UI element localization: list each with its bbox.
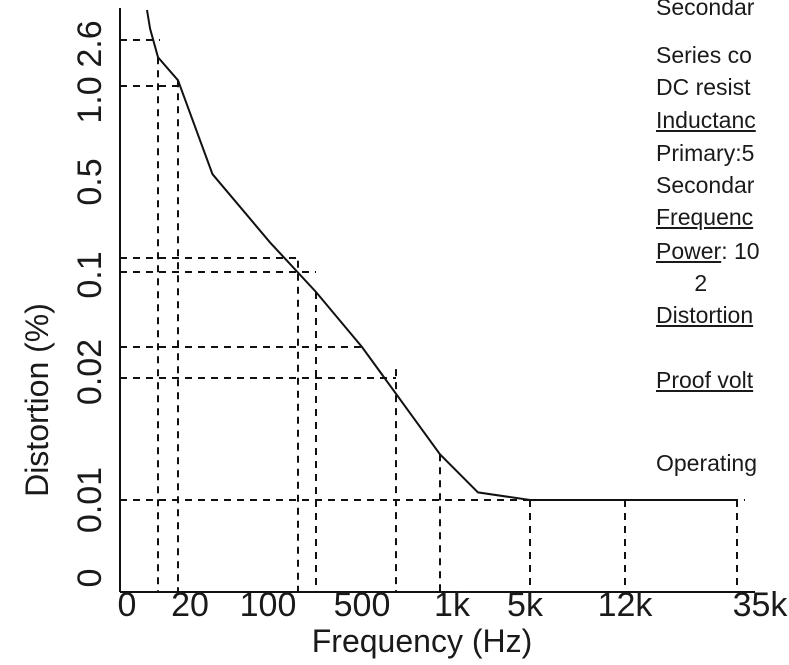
- side-panel-line-text: Operating: [656, 450, 758, 476]
- x-tick-labels: 0 20 100 500 1k 5k 12k 35k: [118, 586, 789, 624]
- x-tick-label: 100: [240, 586, 297, 624]
- side-panel-line-text: : 10: [721, 238, 760, 264]
- side-panel-line-indent: [656, 270, 694, 296]
- side-panel-line: 2: [656, 270, 707, 296]
- side-panel-line: Frequenc: [656, 204, 753, 230]
- side-panel-line: Secondar: [656, 0, 754, 20]
- y-tick-label: 1.0: [71, 76, 109, 123]
- side-panel-line-text: Primary:5: [656, 140, 755, 166]
- y-tick-label: 2.6: [71, 20, 109, 67]
- side-panel-line: DC resist: [656, 74, 751, 100]
- y-tick-label: 0.01: [71, 467, 109, 533]
- side-panel-line: Primary:5: [656, 140, 754, 166]
- side-panel-line-heading: Proof volt: [656, 367, 754, 393]
- axes: [119, 8, 755, 593]
- side-panel-line-text: DC resist: [656, 74, 751, 100]
- side-panel-line-text: Secondar: [656, 0, 755, 20]
- side-panel-line-heading: Power: [656, 238, 722, 264]
- x-tick-label: 500: [334, 586, 391, 624]
- y-tick-label: 0: [71, 569, 109, 588]
- x-tick-label: 5k: [507, 586, 544, 624]
- side-panel-line-text: 2: [694, 270, 708, 296]
- x-tick-label: 12k: [598, 586, 654, 624]
- x-tick-label: 20: [171, 586, 209, 624]
- side-panel-line: Power: 10: [656, 238, 760, 264]
- x-tick-label: 35k: [733, 586, 789, 624]
- side-panel-line: Distortion: [656, 302, 753, 328]
- x-axis-title: Frequency (Hz): [312, 623, 533, 659]
- y-tick-label: 0.5: [71, 158, 109, 205]
- side-panel-line-text: Secondar: [656, 172, 755, 198]
- x-tick-label: 0: [118, 586, 137, 624]
- y-tick-labels: 0 0.01 0.02 0.1 0.5 1.0 2.6: [71, 20, 109, 587]
- data-series: [146, 9, 737, 501]
- side-panel-line: Inductanc: [656, 107, 756, 133]
- side-panel-line-heading: Inductanc: [656, 107, 756, 133]
- x-tick-label: 1k: [434, 586, 471, 624]
- side-panel-line: Secondar: [656, 172, 754, 198]
- reference-lines: [120, 39, 745, 592]
- side-panel-line: Series co: [656, 42, 752, 68]
- side-panel-line-heading: Frequenc: [656, 204, 754, 230]
- side-panel-line: Operating: [656, 450, 757, 476]
- y-tick-label: 0.1: [71, 251, 109, 298]
- side-panel-line-heading: Distortion: [656, 302, 754, 328]
- series-line-0: [146, 9, 737, 501]
- y-axis-title: Distortion (%): [19, 303, 55, 497]
- side-panel-line-text: Series co: [656, 42, 752, 68]
- y-tick-label: 0.02: [71, 339, 109, 405]
- side-panel-line: Proof volt: [656, 367, 753, 393]
